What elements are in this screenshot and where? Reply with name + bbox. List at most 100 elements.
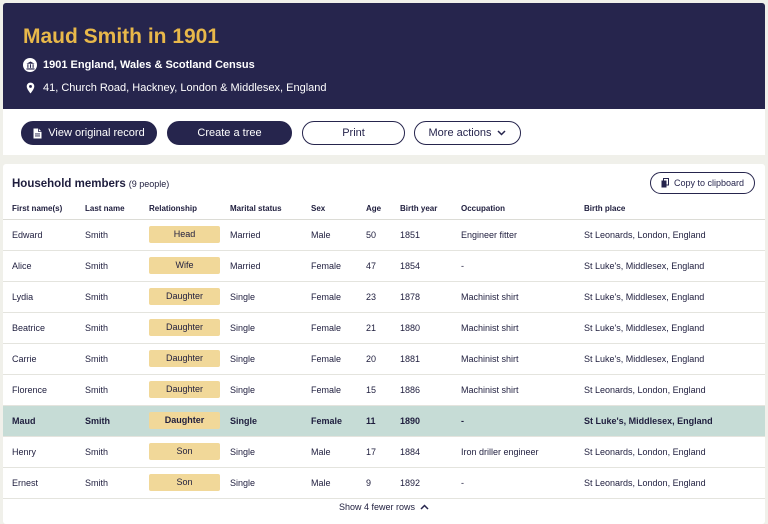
last-name-cell: Smith bbox=[85, 281, 149, 313]
more-actions-button[interactable]: More actions bbox=[414, 121, 521, 145]
relationship-cell: Daughter bbox=[149, 405, 230, 437]
last-name-cell: Smith bbox=[85, 374, 149, 406]
show-fewer-label: Show 4 fewer rows bbox=[338, 502, 416, 512]
record-header: Maud Smith in 1901 1901 England, Wales &… bbox=[3, 3, 765, 109]
marital-status-cell: Married bbox=[230, 250, 311, 282]
sex-cell: Female bbox=[311, 250, 366, 282]
last-name-cell: Smith bbox=[85, 436, 149, 468]
relationship-cell: Son bbox=[149, 467, 230, 499]
marital-status-cell: Single bbox=[230, 374, 311, 406]
table-row: Edward Smith Head Married Male 50 1851 E… bbox=[3, 219, 765, 251]
location-pin-icon bbox=[23, 81, 37, 95]
copy-to-clipboard-button[interactable]: Copy to clipboard bbox=[650, 172, 755, 194]
birth-place-cell: St Leonards, London, England bbox=[584, 436, 765, 468]
relationship-cell: Daughter bbox=[149, 312, 230, 344]
occupation-cell: - bbox=[461, 467, 584, 499]
relationship-badge: Daughter bbox=[149, 319, 220, 336]
birth-year-cell: 1892 bbox=[400, 467, 461, 499]
create-tree-label: Create a tree bbox=[197, 127, 262, 139]
table-row: Lydia Smith Daughter Single Female 23 18… bbox=[3, 281, 765, 313]
birth-place-cell: St Leonards, London, England bbox=[584, 467, 765, 499]
column-header-birth-place: Birth place bbox=[584, 199, 765, 220]
relationship-cell: Son bbox=[149, 436, 230, 468]
occupation-cell: Engineer fitter bbox=[461, 219, 584, 251]
column-header-relationship: Relationship bbox=[149, 199, 230, 220]
column-header-sex: Sex bbox=[311, 199, 366, 220]
view-original-record-button[interactable]: View original record bbox=[21, 121, 157, 145]
household-heading: Household members (9 people) bbox=[12, 178, 169, 190]
table-row: Ernest Smith Son Single Male 9 1892 - St… bbox=[3, 467, 765, 499]
column-header-occupation: Occupation bbox=[461, 199, 584, 220]
clipboard-icon bbox=[661, 178, 669, 188]
column-header-last-name: Last name bbox=[85, 199, 149, 220]
age-cell: 50 bbox=[366, 219, 400, 251]
sex-cell: Female bbox=[311, 312, 366, 344]
birth-place-cell: St Leonards, London, England bbox=[584, 219, 765, 251]
column-header-birth-year: Birth year bbox=[400, 199, 461, 220]
last-name-cell: Smith bbox=[85, 405, 149, 437]
household-title: Household members bbox=[12, 178, 126, 190]
column-header-age: Age bbox=[366, 199, 400, 220]
age-cell: 9 bbox=[366, 467, 400, 499]
birth-place-cell: St Luke's, Middlesex, England bbox=[584, 343, 765, 375]
first-name-cell: Florence bbox=[3, 374, 85, 406]
relationship-cell: Head bbox=[149, 219, 230, 251]
table-header-row: First name(s) Last name Relationship Mar… bbox=[3, 199, 765, 220]
page-title: Maud Smith in 1901 bbox=[23, 25, 220, 48]
age-cell: 11 bbox=[366, 405, 400, 437]
occupation-cell: Machinist shirt bbox=[461, 312, 584, 344]
column-header-marital-status: Marital status bbox=[230, 199, 311, 220]
sex-cell: Female bbox=[311, 343, 366, 375]
household-count: (9 people) bbox=[128, 179, 170, 189]
birth-place-cell: St Leonards, London, England bbox=[584, 374, 765, 406]
occupation-cell: - bbox=[461, 405, 584, 437]
relationship-badge: Wife bbox=[149, 257, 220, 274]
age-cell: 47 bbox=[366, 250, 400, 282]
birth-year-cell: 1880 bbox=[400, 312, 461, 344]
marital-status-cell: Married bbox=[230, 219, 311, 251]
birth-year-cell: 1851 bbox=[400, 219, 461, 251]
table-row: Beatrice Smith Daughter Single Female 21… bbox=[3, 312, 765, 344]
birth-year-cell: 1884 bbox=[400, 436, 461, 468]
relationship-badge: Head bbox=[149, 226, 220, 243]
relationship-cell: Daughter bbox=[149, 281, 230, 313]
birth-year-cell: 1854 bbox=[400, 250, 461, 282]
chevron-down-icon bbox=[497, 130, 507, 136]
relationship-cell: Daughter bbox=[149, 343, 230, 375]
age-cell: 23 bbox=[366, 281, 400, 313]
first-name-cell: Ernest bbox=[3, 467, 85, 499]
show-fewer-rows-button[interactable]: Show 4 fewer rows bbox=[3, 502, 765, 512]
table-row: Florence Smith Daughter Single Female 15… bbox=[3, 374, 765, 406]
birth-place-cell: St Luke's, Middlesex, England bbox=[584, 312, 765, 344]
last-name-cell: Smith bbox=[85, 219, 149, 251]
occupation-cell: Machinist shirt bbox=[461, 281, 584, 313]
table-row-highlighted: Maud Smith Daughter Single Female 11 189… bbox=[3, 405, 765, 437]
print-button[interactable]: Print bbox=[302, 121, 405, 145]
age-cell: 15 bbox=[366, 374, 400, 406]
age-cell: 20 bbox=[366, 343, 400, 375]
copy-label: Copy to clipboard bbox=[673, 178, 745, 188]
action-bar: View original record Create a tree Print… bbox=[3, 109, 765, 155]
last-name-cell: Smith bbox=[85, 467, 149, 499]
marital-status-cell: Single bbox=[230, 467, 311, 499]
household-table: First name(s) Last name Relationship Mar… bbox=[3, 199, 765, 499]
relationship-badge: Daughter bbox=[149, 412, 220, 429]
table-row: Alice Smith Wife Married Female 47 1854 … bbox=[3, 250, 765, 282]
sex-cell: Male bbox=[311, 219, 366, 251]
household-panel: Household members (9 people) Copy to clip… bbox=[3, 164, 765, 524]
sex-cell: Male bbox=[311, 467, 366, 499]
first-name-cell: Lydia bbox=[3, 281, 85, 313]
birth-place-cell: St Luke's, Middlesex, England bbox=[584, 250, 765, 282]
marital-status-cell: Single bbox=[230, 436, 311, 468]
print-label: Print bbox=[342, 127, 365, 139]
birth-year-cell: 1886 bbox=[400, 374, 461, 406]
first-name-cell: Maud bbox=[3, 405, 85, 437]
sex-cell: Female bbox=[311, 281, 366, 313]
create-tree-button[interactable]: Create a tree bbox=[167, 121, 292, 145]
relationship-cell: Wife bbox=[149, 250, 230, 282]
age-cell: 17 bbox=[366, 436, 400, 468]
occupation-cell: Machinist shirt bbox=[461, 374, 584, 406]
occupation-cell: - bbox=[461, 250, 584, 282]
last-name-cell: Smith bbox=[85, 343, 149, 375]
first-name-cell: Carrie bbox=[3, 343, 85, 375]
